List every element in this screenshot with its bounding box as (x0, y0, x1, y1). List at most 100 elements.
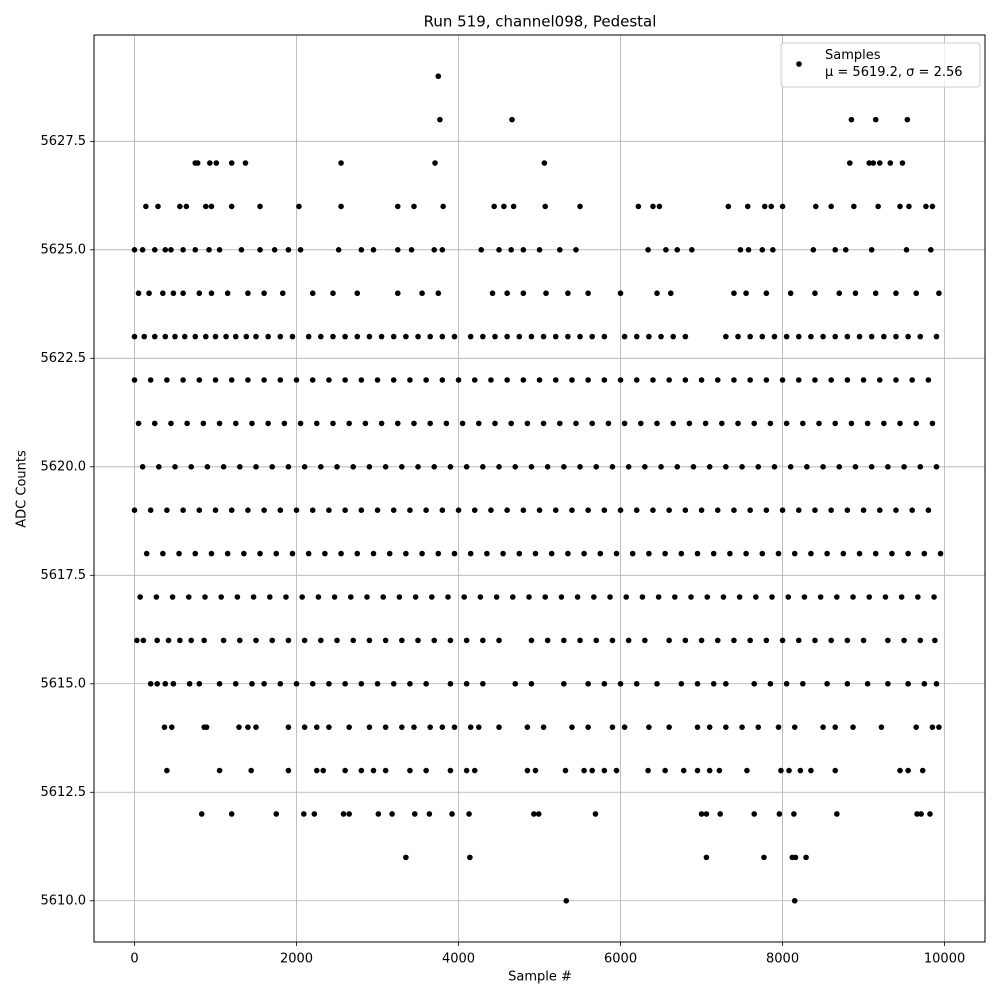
data-point (228, 160, 235, 166)
data-point (893, 507, 899, 513)
data-point (253, 724, 259, 730)
data-point (403, 333, 409, 340)
data-point (419, 550, 425, 557)
data-point (629, 550, 636, 557)
data-point (480, 637, 486, 644)
data-point (882, 594, 889, 600)
data-point (423, 767, 429, 774)
data-point (496, 724, 502, 730)
data-point (795, 333, 802, 340)
data-point (301, 724, 308, 730)
data-point (394, 247, 401, 253)
data-point (581, 767, 587, 774)
data-point (898, 594, 905, 600)
data-point (374, 507, 381, 513)
data-point (135, 290, 142, 297)
data-point (437, 116, 443, 123)
data-point (335, 247, 342, 253)
data-point (228, 811, 235, 817)
data-point (382, 767, 389, 774)
data-point (285, 637, 292, 644)
data-point (655, 594, 662, 600)
data-point (680, 767, 687, 774)
data-point (613, 550, 620, 557)
data-point (467, 724, 474, 730)
data-point (435, 73, 442, 80)
data-point (463, 464, 470, 470)
data-point (928, 247, 934, 253)
data-point (836, 290, 843, 297)
data-point (330, 290, 336, 297)
data-point (778, 767, 784, 774)
data-point (723, 724, 729, 730)
data-point (447, 637, 454, 644)
data-point (868, 247, 875, 253)
data-point (792, 854, 799, 861)
data-point (881, 333, 887, 340)
data-point (480, 333, 486, 340)
data-point (787, 290, 794, 297)
data-point (868, 464, 875, 470)
data-point (844, 333, 851, 340)
data-point (261, 377, 267, 383)
data-point (744, 203, 751, 210)
data-point (897, 203, 903, 210)
data-point (451, 333, 458, 340)
data-point (617, 290, 624, 297)
data-point (672, 594, 678, 600)
data-point (257, 550, 263, 557)
data-point (439, 724, 446, 730)
data-point (690, 464, 697, 470)
legend-box (780, 42, 981, 88)
data-point (177, 203, 183, 210)
data-point (407, 680, 413, 687)
data-point (791, 550, 798, 557)
data-point (141, 333, 148, 340)
data-point (885, 464, 891, 470)
data-point (866, 594, 873, 600)
data-point (212, 507, 219, 513)
data-point (320, 767, 327, 774)
legend: Samples μ = 5619.2, σ = 2.56 (780, 42, 981, 88)
data-point (719, 420, 725, 427)
data-point (836, 464, 843, 470)
data-point (678, 680, 685, 687)
data-point (500, 550, 506, 557)
data-point (812, 377, 818, 383)
data-point (768, 203, 775, 210)
data-point (524, 724, 531, 730)
data-point (411, 420, 417, 427)
data-point (212, 333, 219, 340)
data-point (731, 290, 737, 297)
data-point (237, 637, 243, 644)
data-point (431, 247, 438, 253)
data-point (561, 464, 567, 470)
data-point (607, 594, 613, 600)
data-point (203, 724, 210, 730)
data-point (370, 767, 377, 774)
data-point (484, 550, 490, 557)
data-point (876, 507, 883, 513)
data-point (832, 333, 839, 340)
data-point (923, 203, 929, 210)
data-point (216, 767, 223, 774)
data-point (131, 507, 138, 513)
data-point (232, 420, 239, 427)
data-point (202, 333, 209, 340)
data-point (747, 333, 753, 340)
data-point (686, 420, 693, 427)
data-point (496, 637, 502, 644)
data-point (932, 637, 938, 644)
data-point (844, 680, 851, 687)
data-point (747, 507, 753, 513)
data-point (528, 464, 535, 470)
data-point (775, 550, 782, 557)
data-point (131, 247, 138, 253)
data-point (917, 637, 924, 644)
data-point (856, 550, 863, 557)
data-point (206, 247, 212, 253)
data-point (577, 333, 583, 340)
data-point (520, 247, 527, 253)
data-point (342, 333, 348, 340)
data-point (139, 247, 146, 253)
